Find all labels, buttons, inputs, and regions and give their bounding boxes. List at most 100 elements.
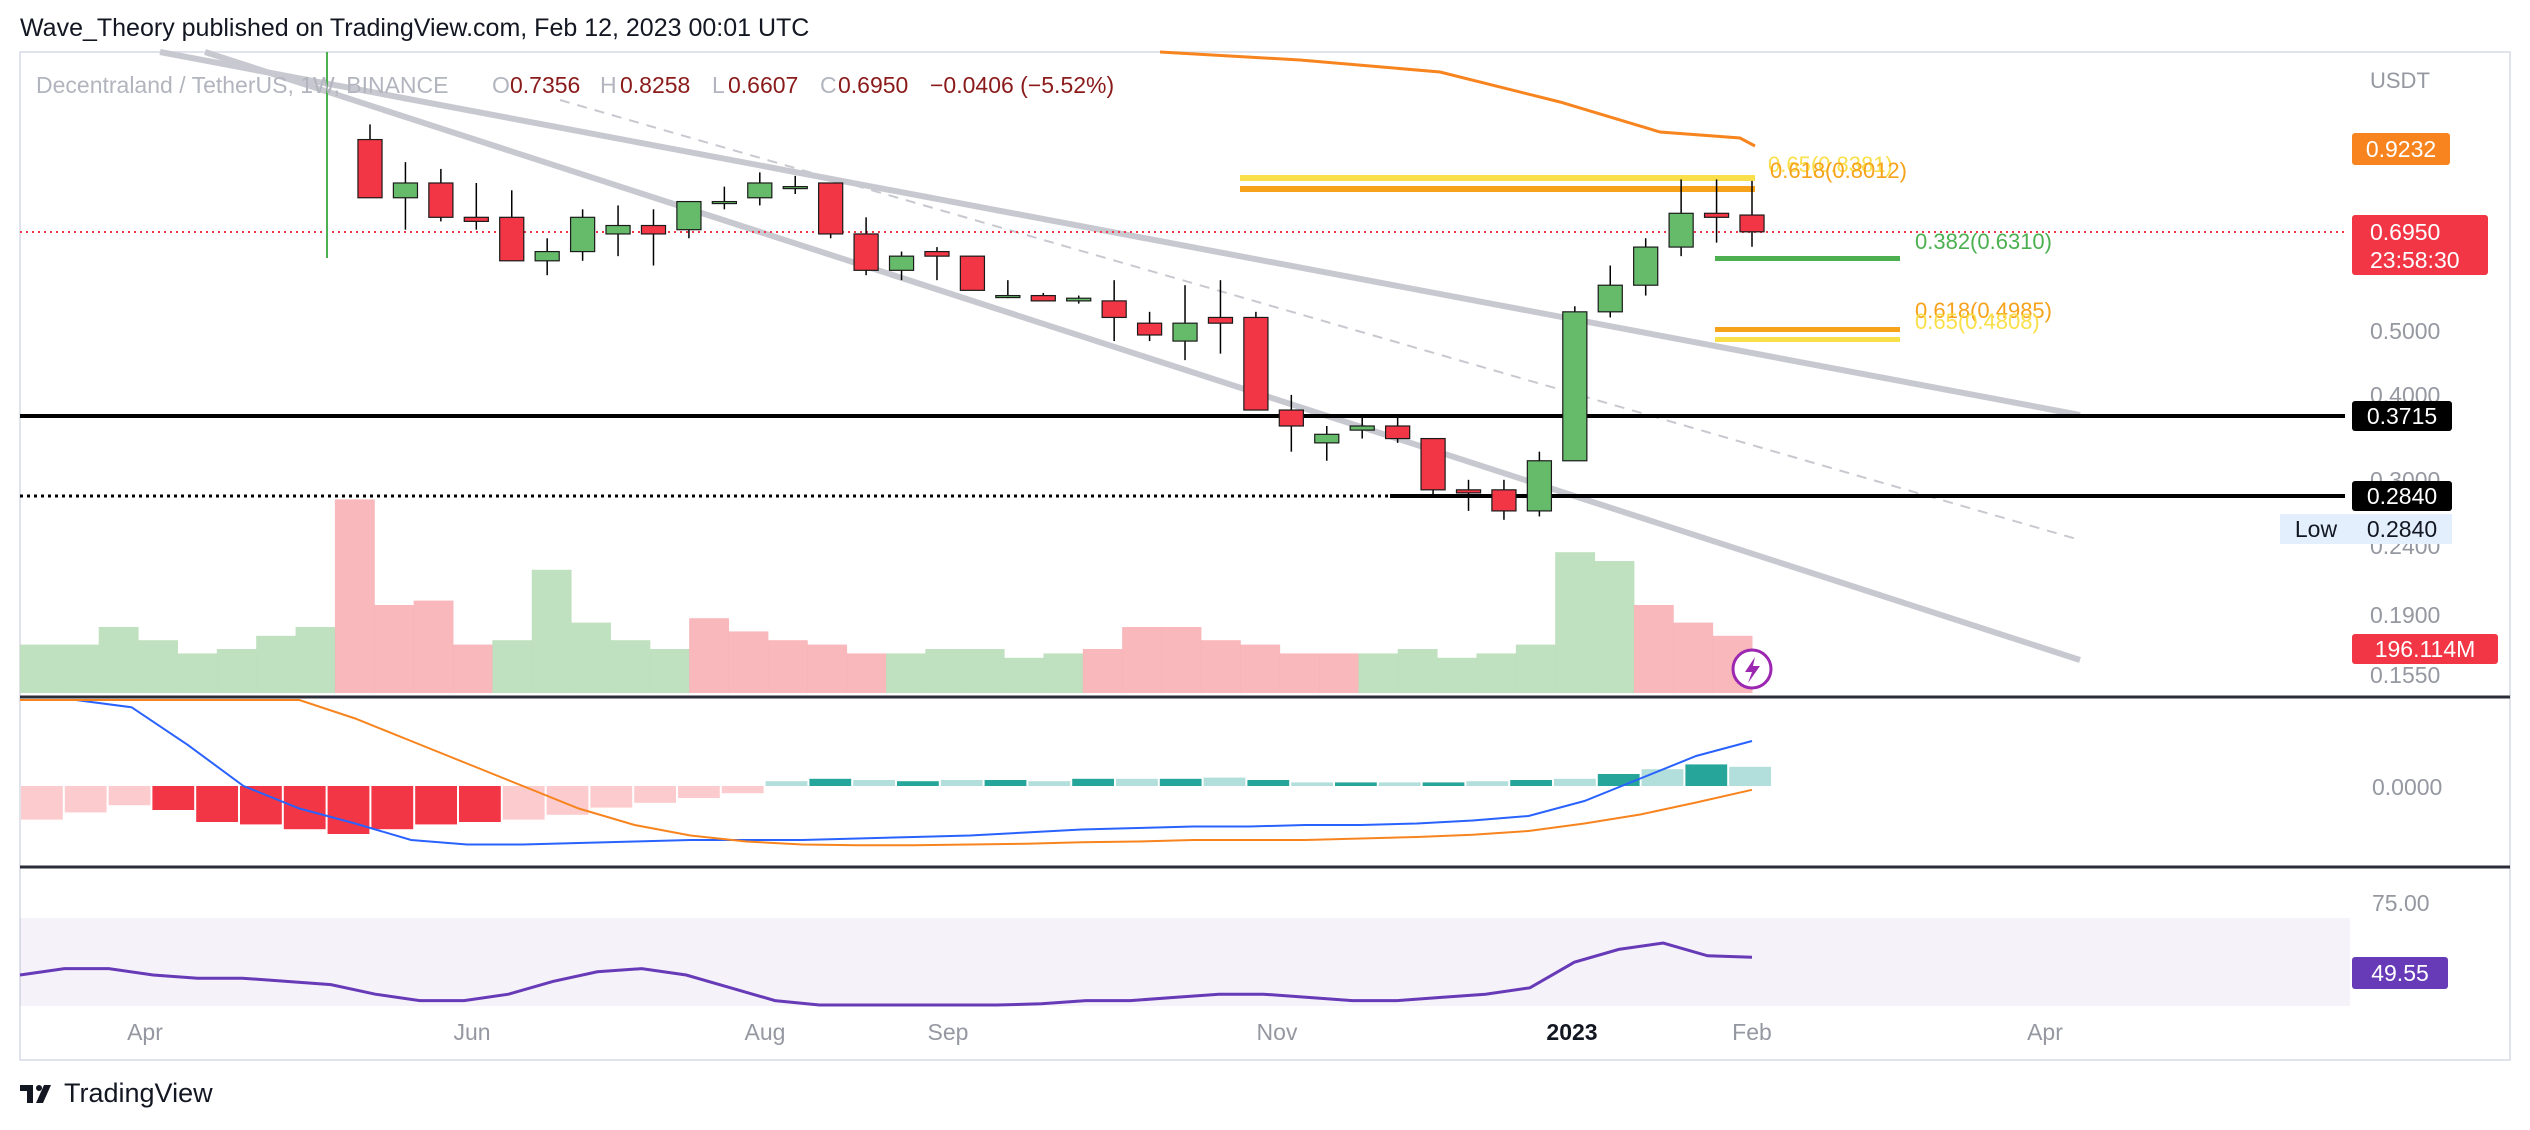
volume-bar — [846, 653, 887, 693]
candle-body — [1668, 212, 1694, 248]
macd-histogram-bar — [1203, 777, 1246, 786]
candle-body — [1314, 433, 1340, 444]
volume-bar — [1161, 627, 1202, 693]
high-label: H — [600, 72, 617, 98]
volume-bar — [1476, 653, 1517, 693]
candle-body — [995, 294, 1021, 299]
macd-histogram-bar — [1641, 769, 1684, 786]
high-value: 0.8258 — [620, 72, 690, 98]
x-tick-2023: 2023 — [1546, 1019, 1597, 1045]
publish-info: Wave_Theory published on TradingView.com… — [20, 14, 810, 42]
candle-body — [1278, 409, 1304, 427]
macd-histogram-bar — [1291, 782, 1333, 786]
macd-histogram-bar — [1247, 780, 1290, 786]
volume-bar — [1004, 657, 1044, 693]
last-price-value: 0.6950 — [2370, 219, 2440, 245]
fib-upper-zone-orange — [1240, 186, 1755, 192]
macd-histogram-bar — [1422, 782, 1465, 786]
volume-bar — [177, 653, 218, 693]
candle-body — [499, 216, 525, 262]
candle-body — [392, 182, 419, 199]
volume-bar — [374, 605, 415, 693]
volume-bar — [59, 644, 100, 693]
currency-label: USDT — [2370, 68, 2430, 93]
volume-bar — [1673, 622, 1714, 693]
symbol-name: Decentraland / TetherUS, 1W, BINANCE — [36, 72, 448, 98]
rsi-badge-value: 49.55 — [2371, 960, 2429, 986]
low-value: 0.6607 — [728, 72, 798, 98]
macd-histogram-bar — [1072, 778, 1114, 786]
macd-histogram-bar — [283, 786, 326, 830]
candle-body — [1597, 284, 1623, 313]
last-price-countdown: 23:58:30 — [2370, 247, 2460, 273]
macd-histogram-bar — [1159, 778, 1202, 786]
candle-body — [569, 216, 596, 253]
ema-line — [1159, 50, 1756, 148]
candle-body — [1101, 300, 1127, 319]
volume-bar — [1633, 605, 1674, 693]
fib-support-2-label-b: 0.65(0.4808) — [1915, 309, 2040, 334]
volume-bar — [728, 631, 769, 693]
chart-frame — [19, 51, 2511, 1061]
price-tick-01550: 0.1550 — [2370, 662, 2440, 688]
fib-support-2-label-a: 0.618(0.4985) — [1915, 298, 2052, 323]
candle-body — [1420, 437, 1446, 491]
volume-bar — [649, 649, 690, 693]
candle-body — [1066, 297, 1092, 302]
ema-badge — [2352, 133, 2450, 165]
volume-badge — [2352, 634, 2498, 664]
close-label: C — [820, 72, 837, 98]
candle-body — [1136, 322, 1163, 336]
volume-bar — [334, 499, 375, 693]
rsi-badge — [2352, 957, 2448, 989]
candle-body — [1172, 322, 1198, 342]
macd-histogram-bar — [196, 786, 238, 822]
candle-body — [1739, 214, 1765, 233]
candle-body — [782, 186, 808, 190]
rsi-line — [19, 941, 1753, 1007]
volume-bar — [413, 600, 454, 693]
volume-bar — [1043, 653, 1084, 693]
macd-histogram-bar — [1028, 781, 1071, 786]
volume-bar — [98, 627, 139, 693]
volume-badge-value: 196.114M — [2375, 636, 2476, 662]
volume-bar — [1397, 649, 1438, 693]
macd-histogram-bar — [940, 780, 983, 786]
price-tick-01900: 0.1900 — [2370, 602, 2440, 628]
macd-histogram-bar — [21, 786, 63, 820]
candle-body — [1562, 311, 1588, 462]
macd-histogram-bar — [459, 786, 501, 822]
macd-histogram-bar — [678, 786, 720, 798]
volume-bar — [453, 644, 493, 693]
x-tick-aug: Aug — [745, 1019, 786, 1045]
x-tick-sep: Sep — [928, 1019, 969, 1045]
volume-bar — [1515, 644, 1556, 693]
candle-body — [1633, 246, 1659, 286]
x-tick-feb: Feb — [1732, 1019, 1772, 1045]
candle-body — [853, 233, 879, 271]
last-price-badge — [2352, 215, 2488, 275]
volume-bar — [610, 640, 651, 693]
macd-histogram-bar — [765, 781, 808, 786]
volume-bar — [20, 644, 60, 693]
candle-body — [1243, 316, 1269, 411]
volume-bar — [1200, 640, 1241, 693]
x-tick-nov: Nov — [1257, 1019, 1298, 1045]
candle-body — [1455, 489, 1482, 494]
candle-body — [1030, 294, 1056, 302]
macd-histogram-bar — [371, 786, 414, 830]
volume-bar — [964, 649, 1005, 693]
macd-histogram-bar — [1335, 782, 1377, 786]
macd-zero-label: 0.0000 — [2372, 774, 2442, 800]
volume-bar — [571, 622, 611, 693]
tradingview-logo-icon — [20, 1084, 51, 1103]
fib-support-1-line — [1715, 256, 1900, 261]
low-marker-label: Low — [2295, 516, 2338, 542]
fib-upper-label-b: 0.618(0.8012) — [1770, 158, 1907, 183]
macd-histogram-bar — [809, 778, 852, 786]
volume-bar — [807, 644, 848, 693]
volume-bar — [1437, 657, 1477, 693]
macd-histogram-bar — [1116, 778, 1158, 786]
macd-histogram-bar — [1729, 766, 1771, 786]
